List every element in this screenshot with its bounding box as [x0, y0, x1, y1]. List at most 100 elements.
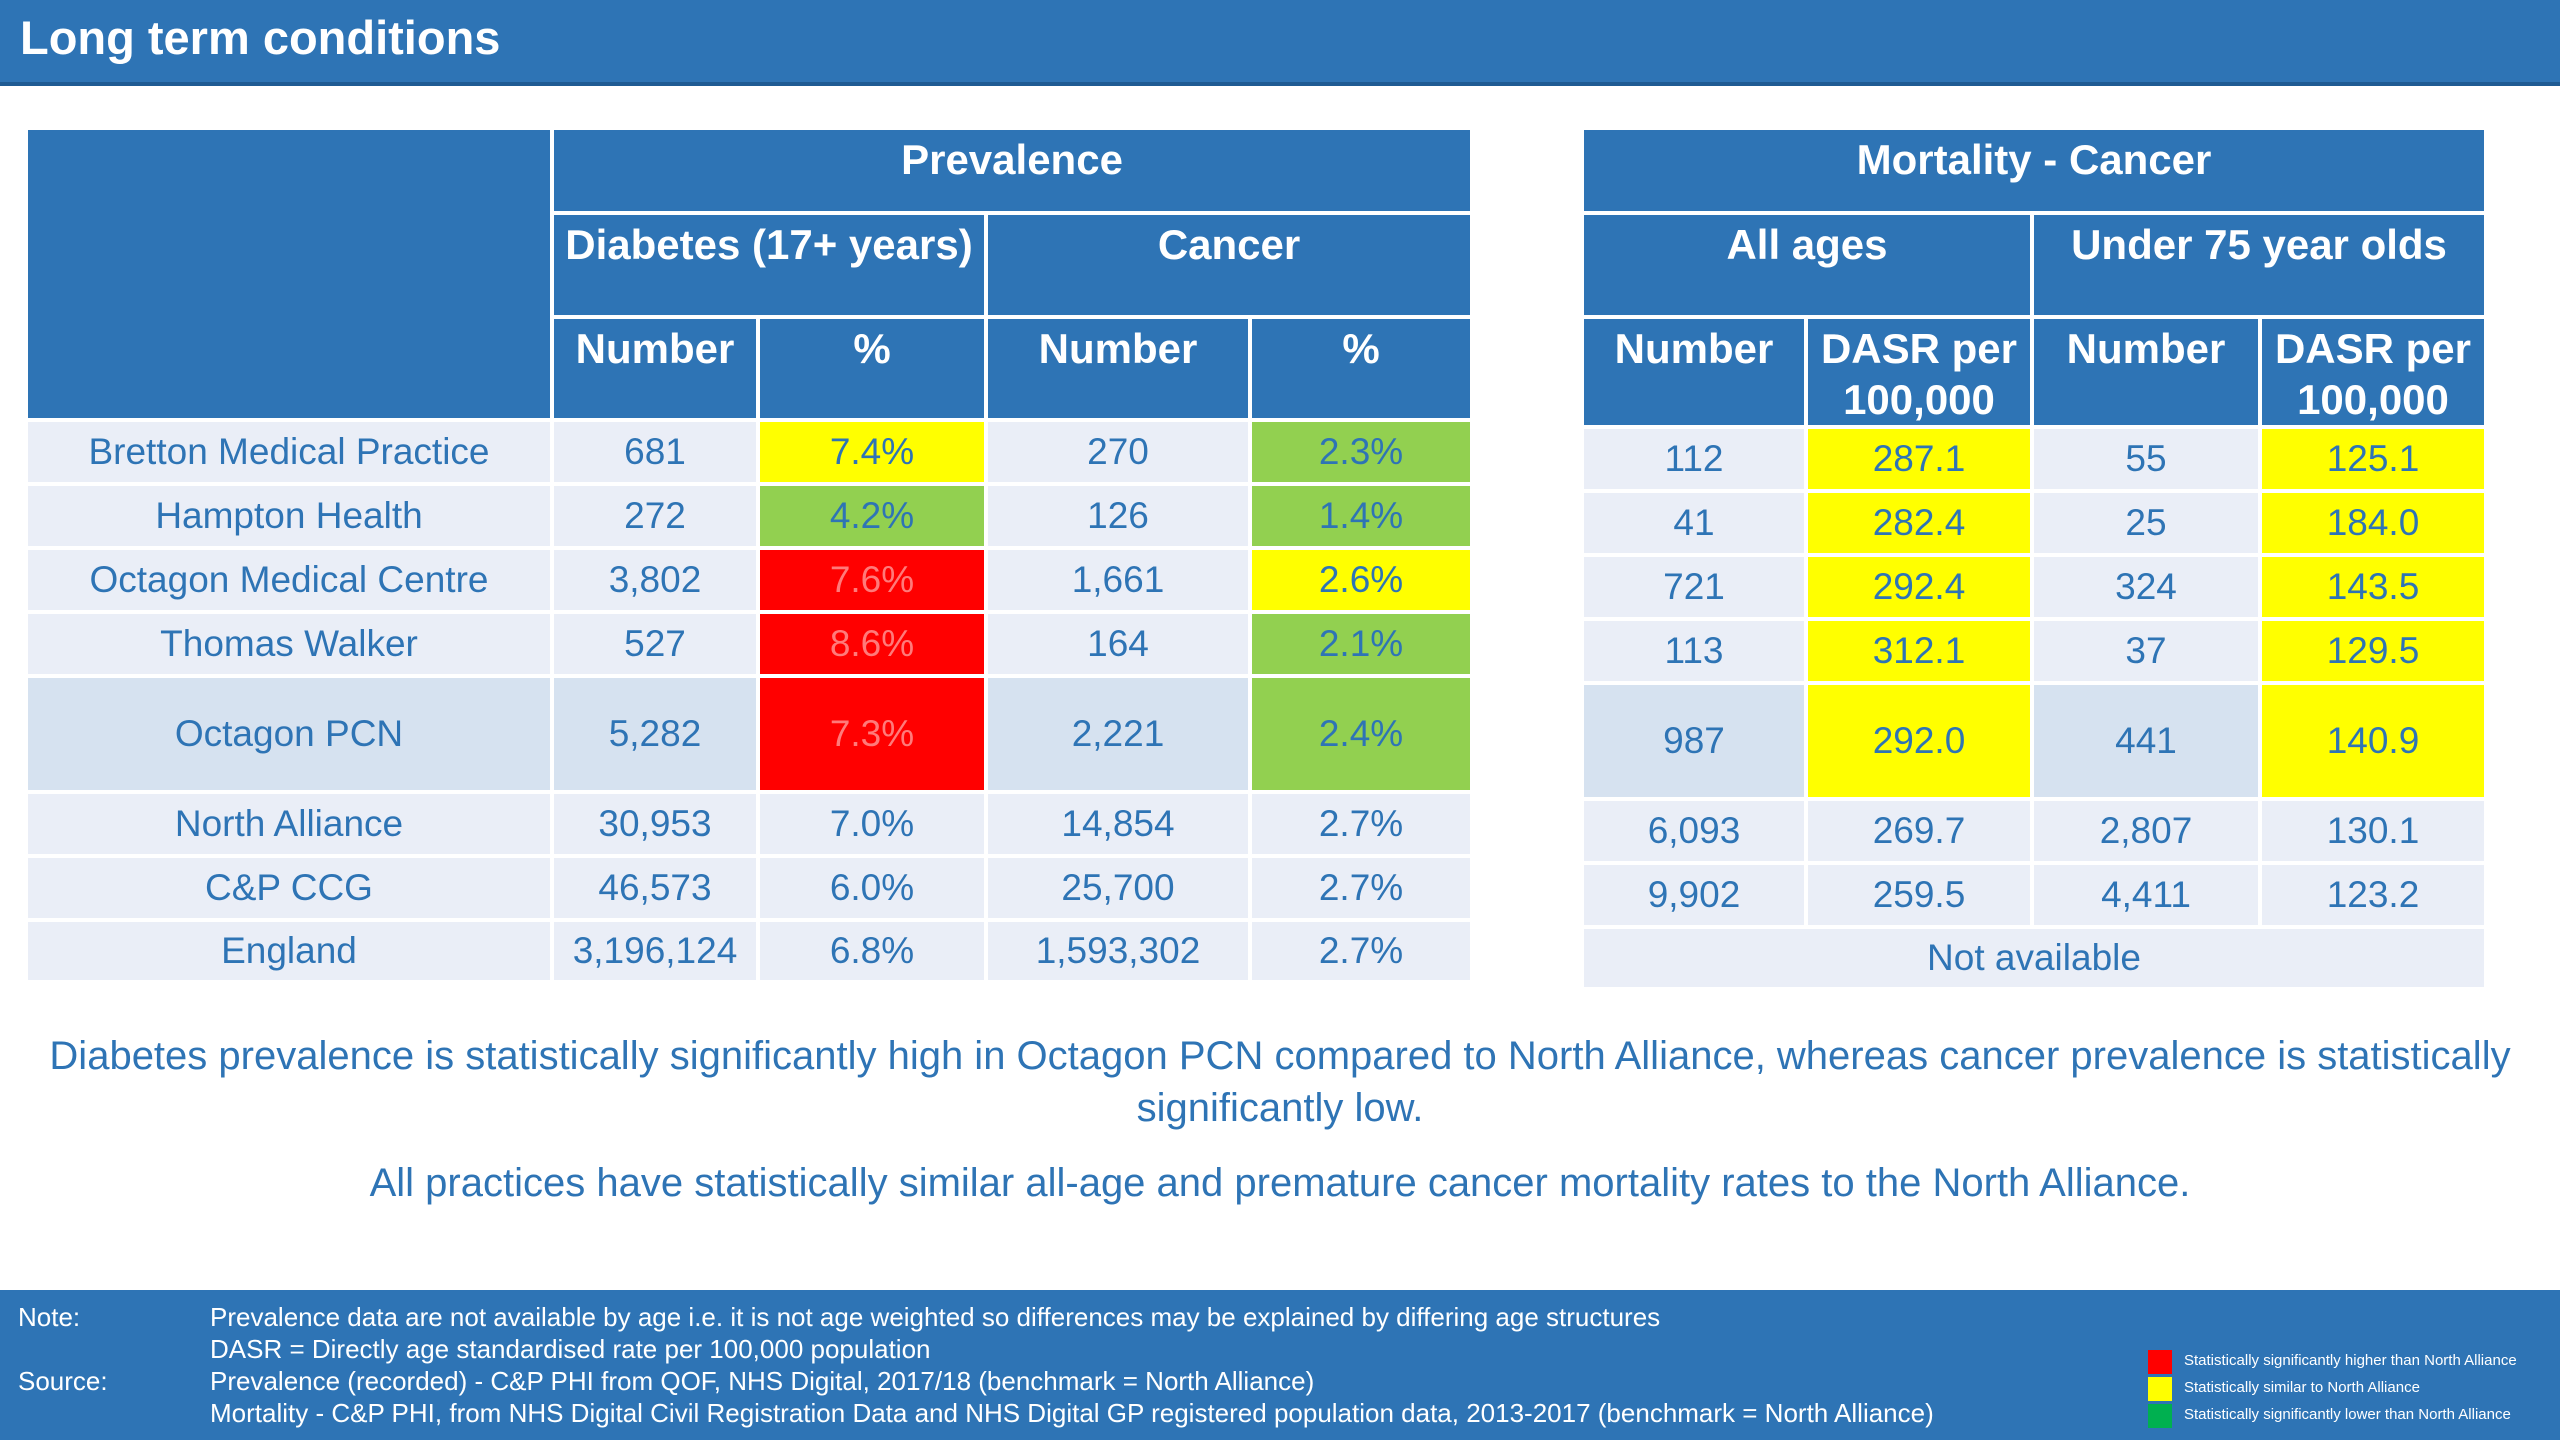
all-ages-dasr: 259.5	[1804, 861, 2032, 927]
table-row: Octagon PCN 5,282 7.3% 2,221 2.4%	[28, 674, 1471, 792]
source-line-1: Prevalence (recorded) - C&P PHI from QOF…	[210, 1366, 1315, 1396]
table-row: Octagon Medical Centre 3,802 7.6% 1,661 …	[28, 546, 1471, 612]
under-75-number: 324	[2030, 553, 2260, 619]
table-row: North Alliance 30,953 7.0% 14,854 2.7%	[28, 790, 1471, 856]
diabetes-header: Diabetes (17+ years)	[550, 211, 986, 317]
under-75-dasr: 125.1	[2258, 425, 2484, 491]
under-75-number: 2,807	[2030, 797, 2260, 863]
under-75-header: Under 75 year olds	[2030, 211, 2484, 317]
cancer-percent: 2.4%	[1247, 674, 1471, 792]
table-row: 113 312.1 37 129.5	[1584, 617, 2484, 683]
cancer-number: 164	[984, 610, 1250, 676]
diabetes-number: 681	[550, 418, 758, 484]
diabetes-percent: 8.6%	[756, 610, 986, 676]
all-ages-dasr: 282.4	[1804, 489, 2032, 555]
diabetes-percent: 7.0%	[756, 790, 986, 856]
under-75-dasr: 130.1	[2258, 797, 2484, 863]
mortality-table: Mortality - Cancer All ages Under 75 yea…	[1584, 130, 2484, 987]
all-ages-number-header: Number	[1584, 315, 1806, 427]
under-75-dasr-header: DASR per 100,000	[2258, 315, 2484, 427]
legend-swatch-red	[2148, 1350, 2172, 1374]
table-row: 112 287.1 55 125.1	[1584, 425, 2484, 491]
diabetes-number: 3,196,124	[550, 918, 758, 980]
all-ages-header: All ages	[1584, 211, 2032, 317]
diabetes-percent: 7.4%	[756, 418, 986, 484]
diabetes-number: 3,802	[550, 546, 758, 612]
cancer-percent: 1.4%	[1247, 482, 1471, 548]
cancer-percent: 2.1%	[1247, 610, 1471, 676]
row-name: C&P CCG	[28, 854, 552, 920]
title-bar: Long term conditions	[0, 0, 2560, 86]
all-ages-number: 41	[1584, 489, 1806, 555]
row-name: England	[28, 918, 552, 980]
cancer-percent: 2.3%	[1247, 418, 1471, 484]
under-75-dasr: 140.9	[2258, 681, 2484, 799]
cancer-percent: 2.7%	[1247, 854, 1471, 920]
diabetes-percent: 6.8%	[756, 918, 986, 980]
row-name: Bretton Medical Practice	[28, 418, 552, 484]
cancer-header: Cancer	[983, 211, 1471, 317]
commentary-prevalence: Diabetes prevalence is statistically sig…	[49, 1034, 2511, 1130]
cancer-percent-header: %	[1247, 315, 1471, 420]
cancer-percent: 2.6%	[1247, 546, 1471, 612]
under-75-dasr: 143.5	[2258, 553, 2484, 619]
diabetes-percent: 7.6%	[756, 546, 986, 612]
table-row: Thomas Walker 527 8.6% 164 2.1%	[28, 610, 1471, 676]
footer-notes: Note: Prevalence data are not available …	[0, 1290, 2560, 1440]
cancer-number: 270	[984, 418, 1250, 484]
table-row: 41 282.4 25 184.0	[1584, 489, 2484, 555]
commentary-mortality: All practices have statistically similar…	[369, 1161, 2191, 1205]
source-label: Source:	[18, 1366, 108, 1396]
legend-swatch-yellow	[2148, 1377, 2172, 1401]
row-name: Octagon Medical Centre	[28, 546, 552, 612]
under-75-dasr: 184.0	[2258, 489, 2484, 555]
source-line-2: Mortality - C&P PHI, from NHS Digital Ci…	[210, 1398, 1934, 1428]
table-row: 9,902 259.5 4,411 123.2	[1584, 861, 2484, 927]
prevalence-header: Prevalence	[549, 130, 1471, 213]
all-ages-dasr-header: DASR per 100,000	[1804, 315, 2032, 427]
cancer-number-header: Number	[984, 315, 1250, 420]
row-name: Thomas Walker	[28, 610, 552, 676]
cancer-number: 25,700	[984, 854, 1250, 920]
under-75-number: 4,411	[2030, 861, 2260, 927]
all-ages-dasr: 287.1	[1804, 425, 2032, 491]
under-75-number-header: Number	[2030, 315, 2260, 427]
table-row: Not available	[1584, 925, 2484, 987]
all-ages-dasr: 312.1	[1804, 617, 2032, 683]
page-title: Long term conditions	[20, 11, 501, 64]
cancer-number: 1,661	[984, 546, 1250, 612]
table-row: C&P CCG 46,573 6.0% 25,700 2.7%	[28, 854, 1471, 920]
note-label: Note:	[18, 1302, 81, 1332]
note-line-2: DASR = Directly age standardised rate pe…	[210, 1334, 931, 1364]
diabetes-percent: 4.2%	[756, 482, 986, 548]
under-75-dasr: 129.5	[2258, 617, 2484, 683]
row-name: North Alliance	[28, 790, 552, 856]
prevalence-table: Prevalence Diabetes (17+ years) Cancer N…	[28, 130, 1471, 980]
legend-swatch-green	[2148, 1404, 2172, 1428]
all-ages-number: 113	[1584, 617, 1806, 683]
diabetes-number: 527	[550, 610, 758, 676]
table-row: Bretton Medical Practice 681 7.4% 270 2.…	[28, 418, 1471, 484]
under-75-number: 55	[2030, 425, 2260, 491]
table-row: Hampton Health 272 4.2% 126 1.4%	[28, 482, 1471, 548]
diabetes-number: 30,953	[550, 790, 758, 856]
cancer-number: 126	[984, 482, 1250, 548]
cancer-number: 2,221	[984, 674, 1250, 792]
table-row: 6,093 269.7 2,807 130.1	[1584, 797, 2484, 863]
under-75-number: 441	[2030, 681, 2260, 799]
under-75-number: 25	[2030, 489, 2260, 555]
table-row: England 3,196,124 6.8% 1,593,302 2.7%	[28, 918, 1471, 980]
diabetes-percent: 7.3%	[756, 674, 986, 792]
diabetes-number: 5,282	[550, 674, 758, 792]
all-ages-dasr: 292.0	[1804, 681, 2032, 799]
table-row: 987 292.0 441 140.9	[1584, 681, 2484, 799]
cancer-percent: 2.7%	[1247, 790, 1471, 856]
cancer-percent: 2.7%	[1247, 918, 1471, 980]
diabetes-percent-header: %	[756, 315, 986, 420]
legend-label-similar: Statistically similar to North Alliance	[2184, 1379, 2420, 1396]
not-available-cell: Not available	[1584, 925, 2484, 987]
all-ages-number: 721	[1584, 553, 1806, 619]
table-row: 721 292.4 324 143.5	[1584, 553, 2484, 619]
all-ages-number: 987	[1584, 681, 1806, 799]
cancer-number: 1,593,302	[984, 918, 1250, 980]
